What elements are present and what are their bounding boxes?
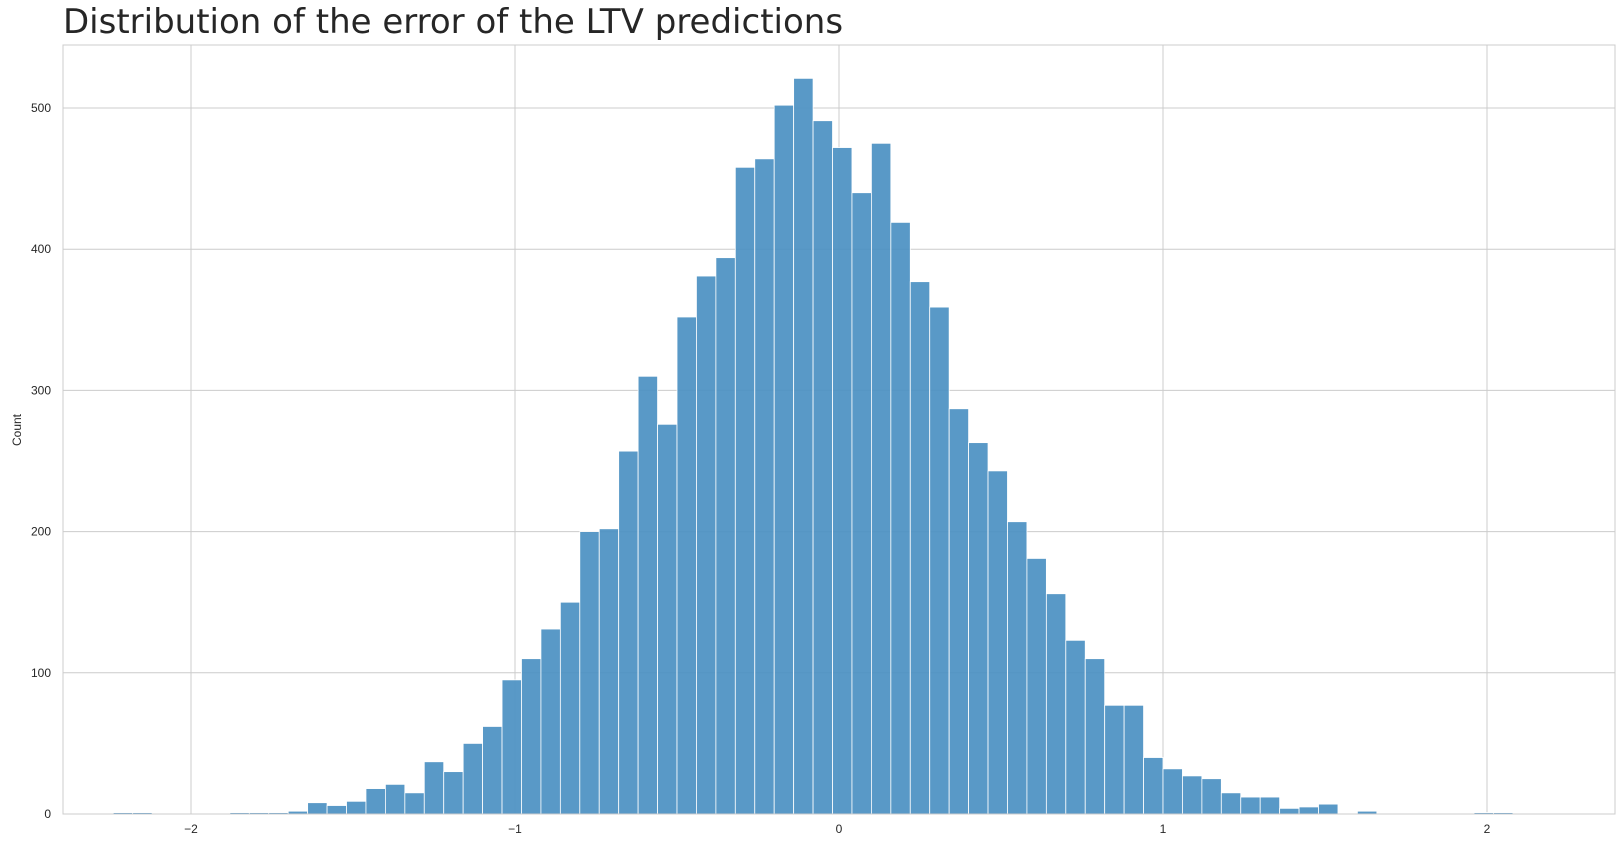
- histogram-bar: [579, 531, 600, 815]
- y-tick-label: 200: [31, 525, 51, 539]
- histogram-bar: [1279, 807, 1300, 815]
- y-tick-label: 300: [31, 383, 51, 397]
- histogram-bar: [618, 450, 639, 815]
- histogram-bar: [1045, 593, 1067, 815]
- histogram-bar: [384, 783, 406, 815]
- histogram-bar: [1084, 658, 1106, 815]
- histogram-bar: [1162, 768, 1183, 815]
- histogram-bar: [540, 628, 561, 815]
- x-tick-label: 0: [836, 822, 843, 836]
- histogram-bar: [1240, 796, 1261, 815]
- x-tick-label: 2: [1484, 822, 1491, 836]
- histogram-bar: [1182, 775, 1203, 815]
- histogram-bar: [1123, 704, 1144, 815]
- histogram-bar: [598, 528, 620, 815]
- histogram-bar: [773, 104, 795, 815]
- histogram-bar: [657, 423, 678, 815]
- histogram-bar: [1259, 796, 1281, 815]
- y-tick-label: 0: [44, 807, 51, 821]
- y-axis-label: Count: [10, 413, 24, 446]
- histogram-bar: [482, 726, 503, 815]
- histogram-bar: [968, 442, 989, 815]
- x-tick-label: −1: [508, 822, 522, 836]
- histogram-bars: [112, 77, 1514, 815]
- histogram-bar: [1298, 806, 1319, 815]
- histogram-bar: [734, 166, 756, 815]
- histogram-bar: [404, 792, 425, 815]
- histogram-bar: [326, 805, 347, 815]
- axis-tick-labels: −2 −1 0 1 2 0 100 200 300 400 500: [31, 101, 1491, 836]
- y-tick-label: 400: [31, 242, 51, 256]
- histogram-bar: [929, 306, 950, 815]
- histogram-bar: [501, 679, 522, 815]
- histogram-bar: [559, 601, 581, 815]
- histogram-bar: [1201, 778, 1222, 815]
- histogram-bar: [832, 147, 853, 815]
- x-tick-label: −2: [184, 822, 198, 836]
- histogram-bar: [1143, 757, 1164, 815]
- histogram-bar: [423, 761, 445, 815]
- histogram-bar: [1220, 792, 1242, 815]
- histogram-bar: [1026, 558, 1047, 815]
- histogram-bar: [909, 281, 931, 815]
- y-tick-label: 500: [31, 101, 51, 115]
- histogram-bar: [890, 221, 911, 815]
- histogram-bar: [1065, 639, 1086, 815]
- histogram-bar: [871, 142, 892, 815]
- histogram-bar: [754, 158, 775, 815]
- histogram-bar: [812, 120, 833, 815]
- histogram-bar: [696, 275, 717, 815]
- histogram-bar: [987, 470, 1008, 815]
- chart-title: Distribution of the error of the LTV pre…: [63, 2, 844, 42]
- histogram-bar: [462, 743, 484, 815]
- y-tick-label: 100: [31, 666, 51, 680]
- histogram-bar: [851, 192, 872, 815]
- histogram-bar: [1007, 521, 1028, 815]
- histogram-bar: [637, 375, 658, 815]
- histogram-bar: [793, 77, 814, 815]
- histogram-bar: [1104, 704, 1125, 815]
- histogram-bar: [715, 257, 736, 815]
- histogram-bar: [365, 788, 386, 815]
- histogram-bar: [1318, 803, 1339, 815]
- histogram-bar: [676, 316, 697, 815]
- histogram-bar: [307, 802, 328, 815]
- histogram-bar: [346, 800, 367, 815]
- histogram-bar: [521, 658, 542, 815]
- plot-frame: [62, 44, 1616, 815]
- histogram-bar: [443, 771, 464, 815]
- x-tick-label: 1: [1160, 822, 1167, 836]
- histogram-bar: [948, 408, 969, 815]
